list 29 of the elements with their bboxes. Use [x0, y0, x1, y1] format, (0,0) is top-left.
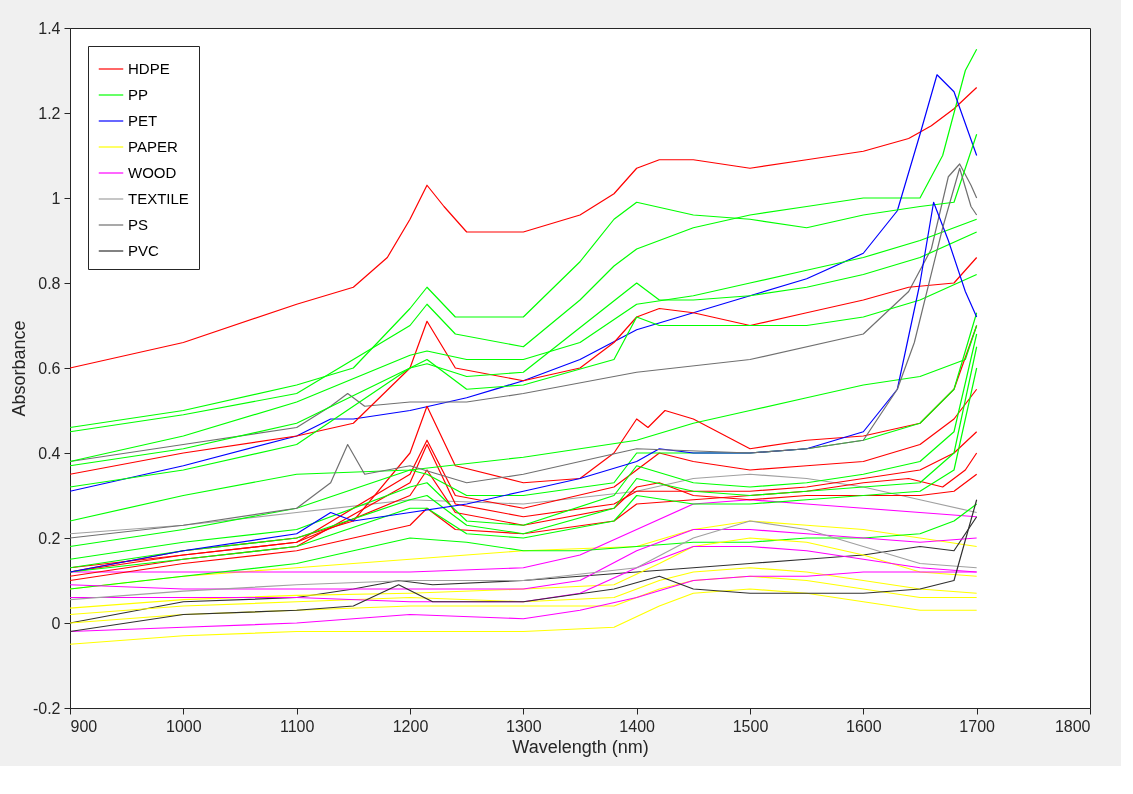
legend-label: WOOD	[128, 164, 177, 181]
legend-label: PS	[128, 216, 149, 233]
x-tick-label: 900	[70, 717, 98, 735]
y-tick-label: 1.4	[38, 19, 61, 37]
y-tick-label: 0.4	[38, 444, 61, 462]
x-tick-label: 1700	[959, 717, 996, 735]
y-tick-label: 1.2	[38, 104, 61, 122]
y-tick-label: -0.2	[32, 699, 61, 717]
x-tick-label: 1800	[1054, 717, 1091, 735]
legend-label: TEXTILE	[128, 190, 189, 207]
x-tick-label: 1000	[166, 717, 202, 735]
y-tick-label: 0	[51, 614, 61, 632]
x-tick-label: 1400	[619, 717, 656, 735]
x-tick-label: 1500	[732, 717, 769, 735]
y-tick-label: 0.2	[38, 529, 61, 547]
y-tick-label: 0.8	[38, 274, 61, 292]
legend-label: PAPER	[128, 138, 178, 155]
x-tick-label: 1100	[279, 717, 315, 735]
legend-label: PET	[128, 112, 158, 129]
y-tick-label: 1	[51, 189, 61, 207]
legend-label: PP	[128, 86, 149, 103]
x-tick-label: 1200	[392, 717, 429, 735]
x-tick-label: 1600	[846, 717, 882, 735]
legend-label: HDPE	[128, 60, 170, 77]
x-axis-title: Wavelength (nm)	[512, 736, 649, 757]
x-tick-label: 1300	[506, 717, 542, 735]
y-axis-title: Absorbance	[8, 320, 29, 417]
legend-label: PVC	[128, 242, 160, 259]
y-tick-label: 0.6	[38, 359, 61, 377]
